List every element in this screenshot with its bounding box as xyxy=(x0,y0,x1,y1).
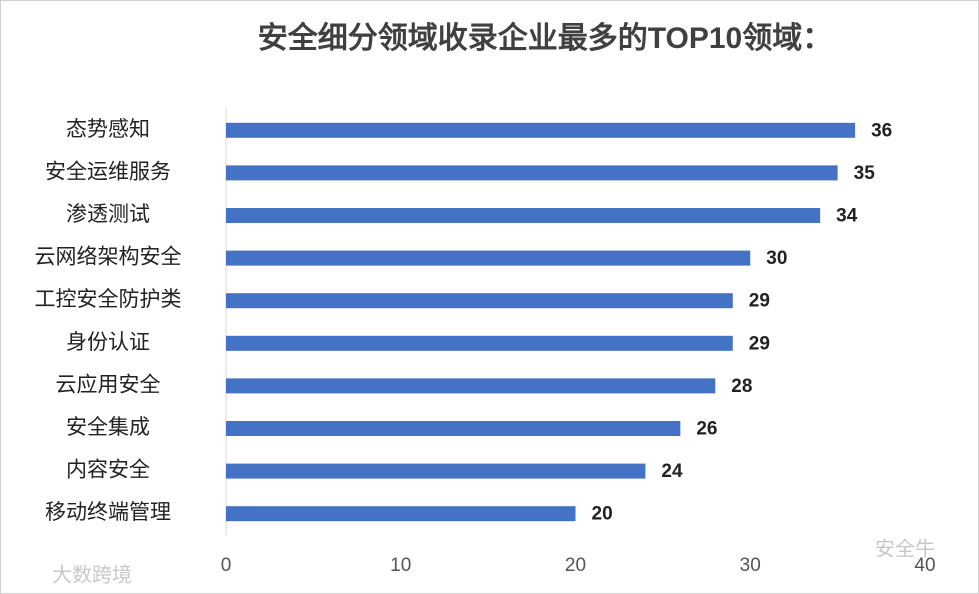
x-tick-label: 20 xyxy=(565,555,586,576)
y-tick-label: 态势感知 xyxy=(66,118,150,141)
data-label: 26 xyxy=(696,419,717,440)
watermark: 大数跨境 xyxy=(52,563,132,586)
chart-title: 安全细分领域收录企业最多的TOP10领域： xyxy=(258,21,833,55)
bar xyxy=(226,463,646,479)
y-tick-label: 云网络架构安全 xyxy=(35,246,182,269)
data-label: 36 xyxy=(871,120,892,141)
y-tick-label: 渗透测试 xyxy=(66,203,150,226)
x-tick-label: 30 xyxy=(740,555,761,576)
y-tick-label: 内容安全 xyxy=(66,459,150,482)
bar xyxy=(226,165,838,181)
x-tick-label: 10 xyxy=(390,555,411,576)
bar xyxy=(226,421,681,436)
y-tick-label: 身份认证 xyxy=(66,331,150,354)
data-label: 29 xyxy=(749,333,770,354)
data-label: 28 xyxy=(731,376,752,397)
y-tick-label: 移动终端管理 xyxy=(45,501,171,524)
watermark: 安全牛 xyxy=(875,537,935,560)
x-tick-label: 40 xyxy=(914,555,935,576)
data-label: 34 xyxy=(836,206,858,227)
bar xyxy=(226,293,733,309)
y-tick-label: 安全集成 xyxy=(66,416,150,439)
y-tick-label: 工控安全防护类 xyxy=(35,288,182,311)
data-label: 30 xyxy=(766,248,787,269)
bar xyxy=(226,335,733,351)
bar xyxy=(226,122,856,138)
data-label: 29 xyxy=(749,291,770,312)
data-label: 20 xyxy=(592,504,613,525)
x-tick-label: 0 xyxy=(221,555,232,576)
data-label: 35 xyxy=(854,163,876,184)
bar xyxy=(226,378,716,394)
y-tick-label: 云应用安全 xyxy=(56,373,161,396)
data-label: 24 xyxy=(661,461,683,482)
y-tick-label: 安全运维服务 xyxy=(45,160,171,183)
bar xyxy=(226,506,576,522)
bar xyxy=(226,208,821,223)
bar xyxy=(226,250,751,266)
